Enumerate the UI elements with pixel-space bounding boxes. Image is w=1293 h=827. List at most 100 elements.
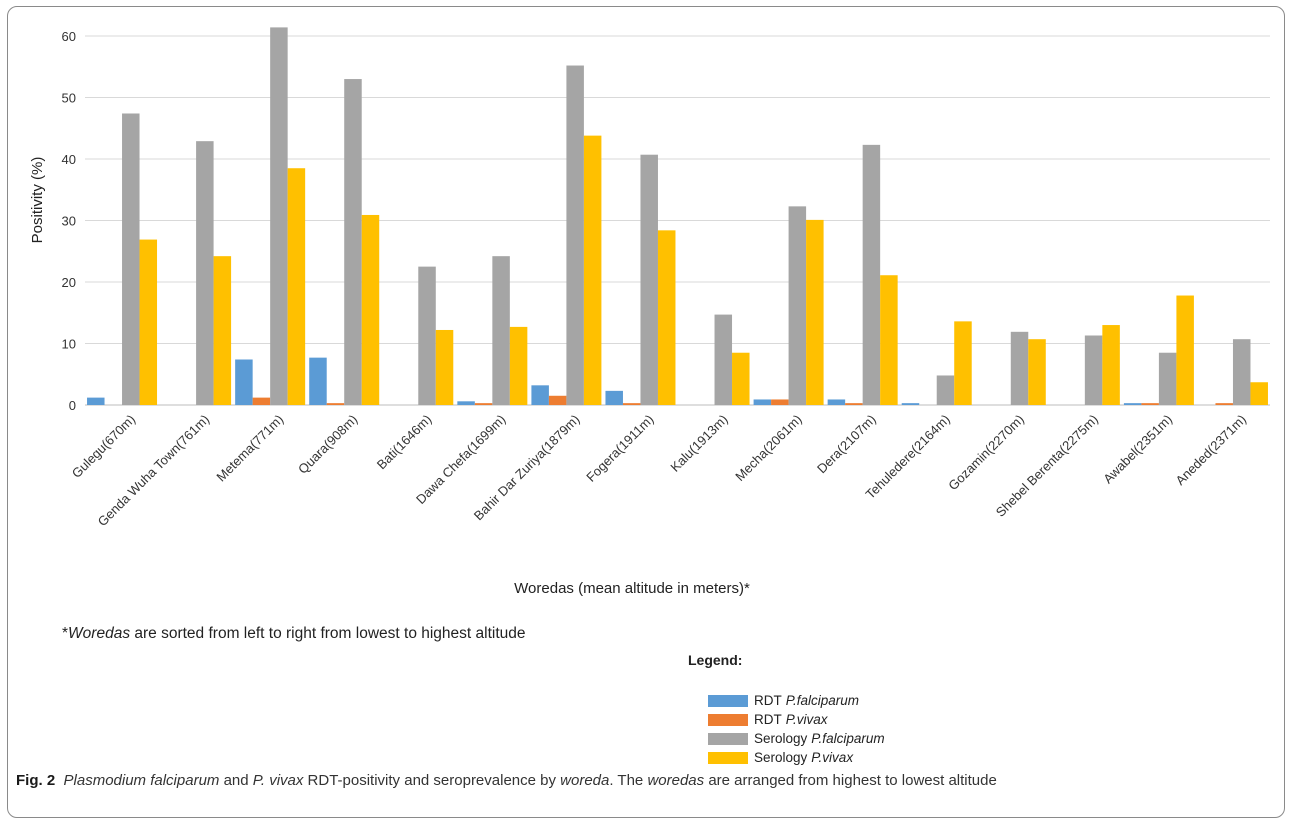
legend-title: Legend:	[688, 652, 743, 668]
bar	[583, 135, 602, 405]
bar	[418, 266, 436, 405]
bar	[845, 403, 863, 405]
bar	[435, 329, 454, 405]
legend-item-rdt-pf: RDT P.falciparum	[708, 691, 885, 710]
footnote-emphasis: Woredas	[68, 625, 131, 642]
bar	[196, 141, 214, 406]
x-category-label: Metema(771m)	[213, 412, 286, 485]
legend-label-species: P.falciparum	[811, 731, 885, 746]
bar	[954, 321, 972, 405]
legend-label-prefix: RDT	[754, 693, 782, 708]
bar	[492, 256, 510, 405]
legend-label-prefix: RDT	[754, 712, 782, 727]
bar	[901, 403, 920, 405]
legend-label-species: P.vivax	[811, 750, 854, 765]
x-axis-category-labels: Gulegu(670m)Genda Wuha Town(761m) Metema(…	[69, 412, 1249, 530]
bar	[1010, 331, 1029, 405]
x-category-label: Fogera(1911m)	[583, 412, 656, 485]
legend-swatch-serology-pf	[708, 732, 748, 745]
footnote: *Woredas are sorted from left to right f…	[62, 625, 526, 643]
x-category-label: Bati(1646m)	[374, 412, 435, 473]
bar	[1215, 403, 1233, 405]
bar	[806, 219, 824, 405]
figure-frame	[7, 6, 1285, 818]
y-tick-label: 30	[62, 214, 76, 229]
y-tick-label: 40	[62, 152, 76, 167]
bar	[548, 395, 567, 405]
y-tick-label: 20	[62, 275, 76, 290]
x-category-label: Mecha(2061m)	[732, 412, 804, 484]
bar	[252, 397, 271, 405]
bar-chart: 0 10 20 30 40 50 60 Gulegu(670m)Genda Wuha Tow…	[29, 27, 1270, 597]
bar	[732, 352, 750, 405]
bars	[87, 27, 1268, 406]
bar	[936, 375, 955, 405]
legend-item-rdt-pv: RDT P.vivax	[708, 710, 885, 729]
bar	[1141, 403, 1159, 405]
x-category-label: Tehuledere(2164m)	[863, 412, 953, 502]
caption-text: woreda	[560, 772, 610, 789]
caption-text: woredas	[647, 772, 705, 789]
bar	[457, 401, 475, 405]
x-category-label: Quara(908m)	[295, 412, 360, 477]
bar	[213, 256, 232, 405]
bar	[235, 359, 253, 405]
figure-caption: Fig. 2 Plasmodium falciparum and P. viva…	[16, 772, 997, 789]
bar	[531, 385, 549, 405]
bar	[287, 168, 306, 405]
caption-figure-number: Fig. 2	[16, 772, 56, 789]
bar	[862, 144, 881, 406]
bar	[566, 65, 584, 406]
x-category-label: Gozamin(2270m)	[945, 412, 1027, 494]
legend-label-species: P.vivax	[785, 712, 828, 727]
legend: RDT P.falciparum RDT P.vivax Serology P.fal…	[708, 691, 885, 767]
bar	[1232, 339, 1251, 405]
legend-label-prefix: Serology	[754, 750, 808, 765]
bar	[474, 403, 493, 405]
legend-item-serology-pf: Serology P.falciparum	[708, 729, 885, 748]
legend-item-serology-pv: Serology P.vivax	[708, 748, 885, 767]
legend-label-species: P.falciparum	[785, 693, 860, 708]
caption-text: are arranged from highest to lowest alti…	[704, 772, 997, 789]
caption-text: RDT-positivity and seroprevalence by	[303, 772, 561, 789]
caption-text: and	[219, 772, 253, 789]
bar	[753, 399, 772, 405]
bar	[509, 326, 528, 405]
y-tick-label: 0	[69, 398, 76, 413]
bar	[344, 79, 362, 406]
bar	[122, 113, 140, 406]
bar	[880, 275, 898, 405]
y-axis-ticks: 0 10 20 30 40 50 60	[62, 29, 76, 413]
bar	[714, 314, 733, 405]
bar	[139, 239, 158, 405]
y-tick-label: 60	[62, 29, 76, 44]
bar	[771, 399, 789, 405]
y-axis-title: Positivity (%)	[29, 157, 46, 244]
bar	[657, 230, 676, 405]
x-category-label: Dera(2107m)	[814, 412, 879, 477]
x-category-label: Kalu(1913m)	[667, 412, 730, 475]
bar	[640, 154, 658, 405]
bar	[361, 214, 380, 405]
bar	[1028, 339, 1046, 405]
caption-text: . The	[609, 772, 648, 789]
legend-label-prefix: Serology	[754, 731, 808, 746]
bar	[1123, 403, 1142, 405]
y-tick-label: 10	[62, 337, 76, 352]
bar	[605, 390, 623, 405]
bar	[1084, 335, 1103, 405]
bar	[326, 403, 345, 405]
bar	[788, 206, 807, 405]
bar	[1176, 295, 1194, 405]
footnote-prefix: *	[62, 625, 69, 642]
x-category-label: Awabel(2351m)	[1100, 412, 1175, 487]
bar	[1102, 325, 1120, 405]
bar	[827, 399, 846, 405]
bar	[87, 397, 105, 405]
bar	[622, 403, 641, 405]
bar	[270, 27, 288, 405]
x-category-label: Aneded(2371m)	[1173, 412, 1250, 489]
caption-text: P. vivax	[252, 772, 304, 789]
footnote-text: are sorted from left to right from lowes…	[130, 625, 526, 642]
y-tick-label: 50	[62, 91, 76, 106]
